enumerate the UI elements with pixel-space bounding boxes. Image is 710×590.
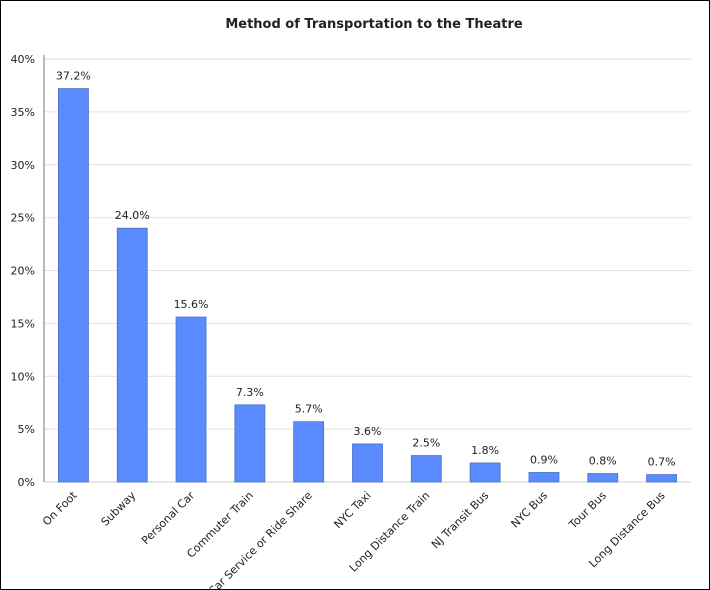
x-tick-label: Car Service or Ride Share [206, 489, 315, 589]
y-tick-label: 5% [18, 423, 35, 436]
data-label: 15.6% [174, 298, 209, 311]
data-label: 7.3% [236, 386, 264, 399]
data-label: 0.9% [530, 453, 558, 466]
bar [58, 88, 89, 483]
bar [293, 421, 325, 483]
x-tick-label: Personal Car [139, 489, 197, 547]
y-tick-label: 0% [18, 476, 35, 489]
bar [410, 455, 442, 483]
bar [116, 227, 148, 483]
bar [175, 316, 207, 483]
data-label: 1.8% [471, 444, 499, 457]
data-label: 0.7% [648, 456, 676, 469]
x-tick-label: On Foot [40, 488, 80, 528]
x-tick-label: Tour Bus [566, 489, 609, 532]
bar [352, 443, 383, 483]
bar [646, 474, 677, 483]
data-label: 3.6% [354, 425, 382, 438]
x-tick-label: NJ Transit Bus [429, 489, 492, 552]
x-tick-label: NYC Bus [509, 489, 551, 531]
bar [587, 473, 619, 483]
y-tick-label: 20% [11, 265, 35, 278]
y-tick-label: 15% [11, 317, 35, 330]
data-label: 0.8% [589, 455, 617, 468]
y-tick-label: 30% [11, 159, 35, 172]
bar [469, 462, 501, 483]
y-tick-label: 25% [11, 212, 35, 225]
y-tick-label: 35% [11, 106, 35, 119]
x-tick-label: Subway [99, 489, 139, 529]
bar [528, 472, 560, 483]
y-tick-label: 40% [11, 53, 35, 66]
data-label: 24.0% [115, 209, 150, 222]
data-label: 37.2% [56, 70, 91, 83]
data-label: 2.5% [412, 437, 440, 450]
y-tick-label: 10% [11, 370, 35, 383]
chart-title: Method of Transportation to the Theatre [225, 17, 523, 32]
data-label: 5.7% [295, 403, 323, 416]
bar [234, 404, 266, 483]
x-tick-label: NYC Taxi [331, 489, 373, 531]
